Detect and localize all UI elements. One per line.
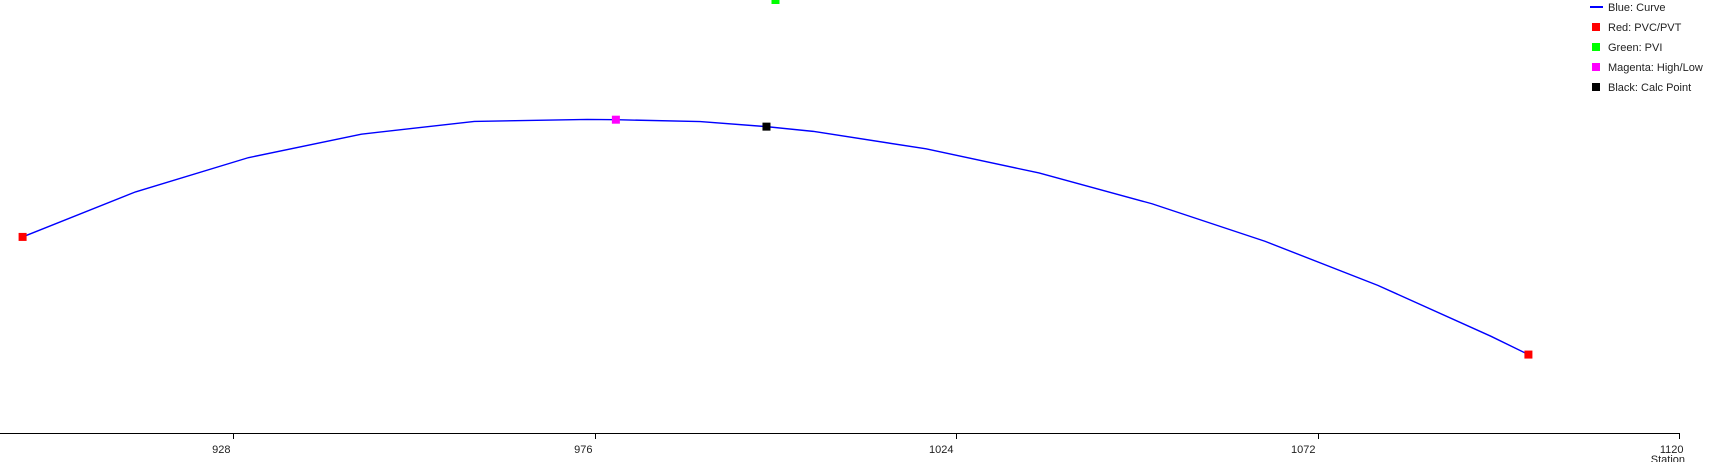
- pvc-pvt-marker: [1524, 350, 1533, 359]
- legend-label: Black: Calc Point: [1608, 82, 1691, 94]
- x-axis-ticks: 928 976 1024 1072 1120: [212, 433, 1684, 456]
- legend-square-swatch: [1592, 83, 1600, 91]
- legend-square-swatch: [1592, 43, 1600, 51]
- curve-layer: [22, 118, 1529, 356]
- legend-square-swatch: [1592, 63, 1600, 71]
- marker-points: [18, 0, 1533, 359]
- high-low-marker: [611, 115, 620, 124]
- x-tick-label: 928: [212, 444, 230, 456]
- x-tick-label: 1024: [929, 444, 953, 456]
- x-tick-label: 976: [574, 444, 592, 456]
- legend-square-swatch: [1592, 23, 1600, 31]
- pvi-marker: [771, 0, 780, 4]
- legend: Blue: Curve Red: PVC/PVT Green: PVI Magenta…: [1590, 2, 1703, 94]
- calc-point-marker: [762, 122, 771, 131]
- pvc-pvt-marker: [18, 232, 27, 241]
- legend-label: Magenta: High/Low: [1608, 62, 1703, 74]
- x-tick-label: 1120: [1660, 444, 1684, 456]
- legend-label: Red: PVC/PVT: [1608, 22, 1682, 34]
- legend-label: Green: PVI: [1608, 42, 1662, 54]
- legend-label: Blue: Curve: [1608, 2, 1665, 14]
- x-tick-label: 1072: [1291, 444, 1315, 456]
- x-axis-title: Station: [1651, 454, 1685, 462]
- curve-series-line: [22, 118, 1529, 356]
